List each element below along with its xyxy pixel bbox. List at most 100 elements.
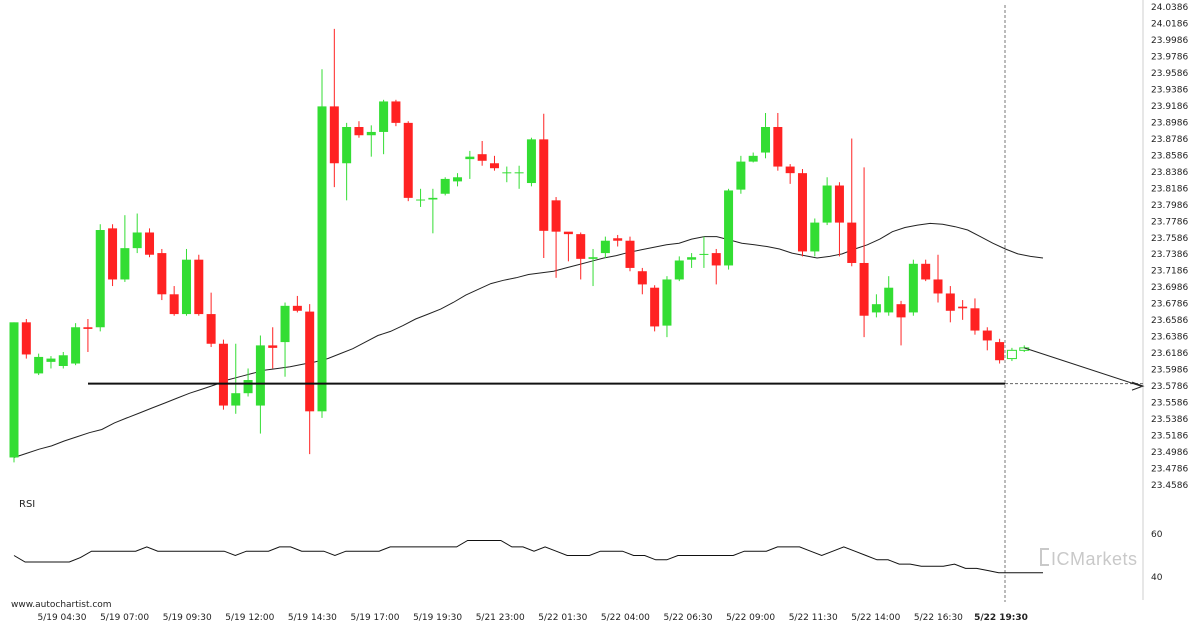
candle-body <box>687 257 697 260</box>
candle <box>157 248 167 301</box>
support-level <box>88 5 1145 602</box>
x-tick-label: 5/22 04:00 <box>601 613 650 623</box>
brand-logo: ICMarkets <box>1040 548 1138 570</box>
candle <box>342 122 352 201</box>
candle-body <box>453 177 463 182</box>
y-tick-label: 23.9186 <box>1151 102 1188 112</box>
candle-body <box>995 342 1005 361</box>
candle <box>958 300 968 320</box>
candle <box>662 276 672 338</box>
candle <box>46 356 56 369</box>
candle-body <box>354 126 364 136</box>
candle-body <box>847 222 857 263</box>
candle-body <box>108 228 118 280</box>
y-tick-label: 23.5386 <box>1151 415 1188 425</box>
x-tick-label: 5/22 01:30 <box>538 613 587 623</box>
candle-body <box>157 253 167 295</box>
candle-body <box>416 199 426 201</box>
candle-body <box>132 232 142 249</box>
candle <box>637 267 647 295</box>
candle <box>625 236 635 272</box>
candle-body <box>21 322 31 355</box>
forecast-arrowhead <box>1131 381 1145 391</box>
y-tick-label: 23.8386 <box>1151 168 1188 178</box>
candle-body <box>366 131 376 136</box>
y-tick-label: 23.4786 <box>1151 465 1188 475</box>
candle <box>71 323 81 366</box>
candle <box>810 218 820 257</box>
candle <box>120 215 130 282</box>
y-tick-label: 23.9586 <box>1151 69 1188 79</box>
y-tick-label: 23.6586 <box>1151 316 1188 326</box>
candle-body <box>243 380 253 394</box>
candle-body <box>625 240 635 268</box>
watermark-text: www.autochartist.com <box>11 600 112 610</box>
y-tick-label: 23.6186 <box>1151 349 1188 359</box>
candle <box>416 188 426 207</box>
candle-body <box>71 327 81 364</box>
candle-body <box>58 355 68 366</box>
x-tick-label: 5/19 19:30 <box>413 613 462 623</box>
y-axis-ticks: 24.0386 24.0186 23.9986 23.9786 23.9586 23.93… <box>1151 3 1188 491</box>
candle-body <box>761 126 771 153</box>
candle-body <box>539 139 549 231</box>
candle <box>563 231 573 262</box>
candle <box>403 121 413 202</box>
candle <box>169 286 179 316</box>
y-tick-label: 23.6986 <box>1151 283 1188 293</box>
brand-text: ICMarkets <box>1051 549 1138 569</box>
candle-body <box>921 263 931 280</box>
y-tick-label: 23.6786 <box>1151 300 1188 310</box>
candle-body <box>908 263 918 313</box>
x-tick-label: 5/22 14:00 <box>851 613 900 623</box>
candle <box>736 155 746 194</box>
rsi-label: RSI <box>19 499 36 510</box>
candle <box>847 138 857 267</box>
candle-body <box>317 106 327 412</box>
candle-body <box>280 305 290 343</box>
candle <box>95 224 105 332</box>
candle <box>440 177 450 196</box>
candle <box>1006 347 1017 362</box>
x-tick-label: 5/19 12:00 <box>225 613 274 623</box>
candle-body <box>982 330 992 341</box>
candle <box>539 113 549 259</box>
y-tick-label: 24.0186 <box>1151 19 1188 29</box>
rsi-line <box>13 540 1043 574</box>
candle <box>206 292 216 348</box>
candle <box>761 112 771 159</box>
x-tick-label: 5/21 23:00 <box>476 613 525 623</box>
candle <box>194 254 204 316</box>
rsi-tick-label: 60 <box>1151 530 1163 540</box>
moving-average-line <box>13 222 1044 458</box>
candle-body <box>859 262 869 316</box>
brand-icon <box>1040 548 1049 566</box>
candle-body <box>120 248 130 280</box>
candle <box>329 28 339 188</box>
candle <box>477 141 487 166</box>
candle <box>933 254 943 303</box>
x-tick-label: 5/19 09:30 <box>163 613 212 623</box>
candle <box>379 99 389 155</box>
candle-body <box>329 106 339 164</box>
candle-body <box>600 240 610 254</box>
x-tick-label: 5/19 14:30 <box>288 613 337 623</box>
candle-body <box>46 358 56 362</box>
candle <box>797 169 807 257</box>
candle <box>268 327 278 369</box>
candle-body <box>391 101 401 123</box>
candle <box>724 188 734 270</box>
y-tick-label: 23.8586 <box>1151 151 1188 161</box>
candle-body <box>834 185 844 223</box>
candle-body <box>748 155 758 162</box>
candle <box>428 188 438 234</box>
y-tick-label: 23.7186 <box>1151 267 1188 277</box>
candle <box>489 155 499 171</box>
candle-body <box>194 259 204 315</box>
candle <box>773 112 783 171</box>
candle-body <box>674 260 684 280</box>
y-tick-label: 23.5186 <box>1151 432 1188 442</box>
candle-body <box>440 178 450 194</box>
y-tick-label: 23.7386 <box>1151 250 1188 260</box>
